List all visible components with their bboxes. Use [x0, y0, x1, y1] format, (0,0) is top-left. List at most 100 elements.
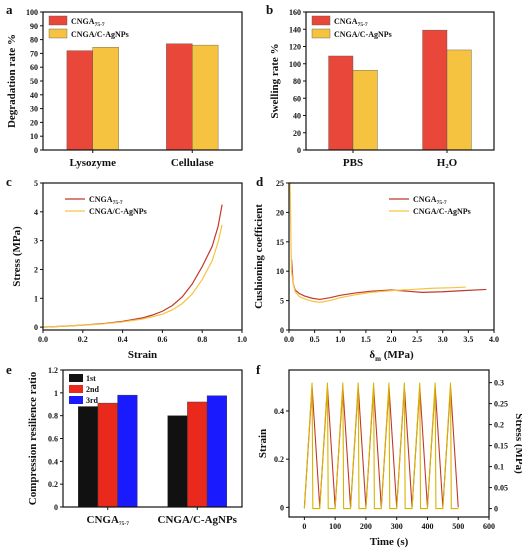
y-tick-label: 30 — [30, 105, 38, 114]
panel-e: e 0 0.2 0.4 0.6 0.8 1 1.2 CNGA75-7 CNGA/C-AgNPs Co… — [6, 362, 243, 527]
bar — [97, 402, 118, 508]
legend-label: 3rd — [86, 396, 99, 405]
bar — [352, 70, 378, 151]
bar — [192, 44, 219, 151]
panel-label: d — [256, 174, 264, 189]
y-axis-title: Compression resilience ratio — [27, 371, 39, 505]
panel-label: f — [256, 362, 261, 377]
y-tick-label: 25 — [276, 179, 284, 188]
x-tick-label: 3.0 — [438, 335, 448, 344]
series-line — [42, 204, 223, 328]
x-category-label: CNGA75-7 — [87, 514, 130, 527]
x-tick-label: 400 — [421, 522, 433, 531]
y-tick-label: 0 — [54, 503, 58, 512]
y2-tick-label: 0.15 — [494, 442, 508, 451]
x-tick-label: 3.5 — [463, 335, 473, 344]
x-category-label: PBS — [343, 157, 363, 169]
bar — [166, 43, 193, 151]
y-tick-label: 20 — [293, 129, 301, 138]
plot-frame — [288, 182, 495, 331]
y-tick-label: 0.2 — [48, 480, 58, 489]
y-tick-label: 0.2 — [274, 455, 284, 464]
y-tick-label: 10 — [276, 267, 284, 276]
y-axis-title: Stress (MPa) — [11, 226, 23, 287]
x-tick-label: 300 — [391, 522, 403, 531]
bar — [328, 55, 354, 151]
y-tick-label: 40 — [293, 112, 301, 121]
y-tick-label: 120 — [289, 43, 301, 52]
x-tick-label: 0.0 — [38, 335, 48, 344]
x-category-label: CNGA/C-AgNPs — [158, 514, 238, 526]
plot-frame — [62, 369, 243, 508]
y-tick-label: 100 — [26, 8, 38, 17]
bar — [206, 395, 227, 508]
x-tick-label: 600 — [483, 522, 495, 531]
legend-label: CNGA/C-AgNPs — [71, 30, 129, 39]
legend-swatch — [69, 385, 83, 393]
x-tick-label: 0 — [302, 522, 306, 531]
plot-frame — [288, 369, 490, 518]
bar — [66, 50, 93, 151]
x-tick-label: 2.5 — [412, 335, 422, 344]
y-tick-label: 15 — [276, 238, 284, 247]
x-tick-label: 0.4 — [118, 335, 128, 344]
bar — [187, 401, 208, 508]
x-axis-title: δm (MPa) — [369, 349, 414, 363]
y-tick-label: 1 — [34, 294, 38, 303]
series-line — [289, 182, 466, 303]
series-line — [303, 382, 459, 510]
y-axis-title: Degradation rate % — [6, 34, 18, 128]
legend-label: 2nd — [86, 385, 99, 394]
y-axis-title: Cushioning coefficient — [253, 204, 265, 309]
x-category-label: Cellulase — [171, 157, 214, 169]
legend-label: CNGA75-7 — [71, 17, 105, 28]
y-tick-label: 100 — [289, 60, 301, 69]
x-tick-label: 0.8 — [197, 335, 207, 344]
y-tick-label: 0.8 — [48, 412, 58, 421]
y-tick-label: 0.4 — [274, 407, 284, 416]
y-tick-label: 0.4 — [48, 457, 58, 466]
bar — [92, 46, 119, 151]
x-tick-label: 2.0 — [387, 335, 397, 344]
panel-a: a 0 10 20 30 40 50 60 70 80 90 100 Lysozyme Cellulase… — [6, 2, 243, 169]
y-tick-label: 0 — [280, 503, 284, 512]
y-tick-label: 20 — [30, 118, 38, 127]
series-line — [290, 259, 487, 301]
bar — [422, 29, 448, 151]
plot-frame — [305, 11, 495, 151]
y-tick-label: 40 — [30, 91, 38, 100]
panel-f: f 0 0.2 0.4 0 0.05 0.1 0.15 0.2 0.25 0.3 0 100 200 300… — [256, 362, 522, 548]
y-tick-label: 10 — [30, 132, 38, 141]
y-tick-label: 80 — [293, 77, 301, 86]
legend-label: CNGA75-7 — [89, 195, 123, 206]
y-tick-label: 0 — [34, 146, 38, 155]
y-tick-label: 0 — [34, 323, 38, 332]
y2-tick-label: 0.3 — [494, 379, 504, 388]
legend-swatch — [311, 15, 331, 26]
y-tick-label: 160 — [289, 8, 301, 17]
panel-label: c — [6, 174, 12, 189]
bar — [446, 49, 472, 151]
plot-frame — [42, 182, 243, 331]
bar — [117, 394, 138, 508]
x-category-label: H₂O — [437, 157, 458, 169]
legend-label: CNGA75-7 — [334, 17, 368, 28]
series-line — [42, 224, 223, 328]
legend-label: CNGA/C-AgNPs — [89, 207, 147, 216]
panel-label: b — [266, 2, 273, 17]
legend-label: 1st — [86, 374, 96, 383]
y-tick-label: 20 — [276, 208, 284, 217]
y-tick-label: 1 — [54, 389, 58, 398]
legend-label: CNGA75-7 — [413, 195, 447, 206]
bar — [167, 415, 188, 508]
y-tick-label: 0.6 — [48, 435, 58, 444]
y-tick-label: 5 — [280, 297, 284, 306]
panel-label: a — [6, 2, 13, 17]
y-tick-label: 80 — [30, 36, 38, 45]
y-axis-title: Swelling rate % — [269, 43, 281, 118]
y2-tick-label: 0 — [494, 505, 498, 514]
y2-axis-title: Stress (MPa) — [513, 413, 522, 474]
x-axis-title: Time (s) — [370, 536, 409, 548]
legend-swatch — [48, 28, 68, 39]
